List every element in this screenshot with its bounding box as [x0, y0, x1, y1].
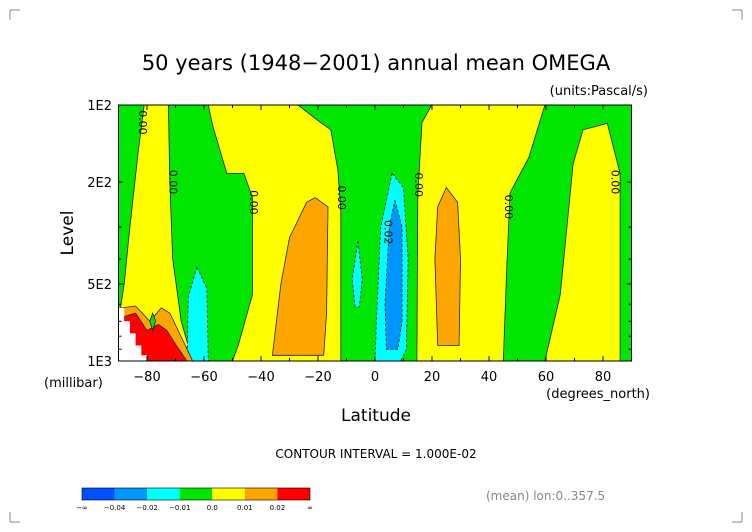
- colorbar-label: 0.0: [207, 504, 218, 512]
- x-tick-label: 0: [371, 370, 379, 385]
- y-tick-label: 1E2: [87, 99, 112, 114]
- colorbar-label: −0.01: [169, 504, 190, 512]
- colorbar-label: 0.01: [237, 504, 253, 512]
- y-axis-label: Level: [58, 211, 78, 256]
- colorbar-swatch: [179, 488, 213, 500]
- x-tick-label: −20: [304, 370, 331, 385]
- colorbar-label: ∞: [307, 504, 313, 512]
- x-units-label: (degrees_north): [546, 387, 650, 402]
- colorbar-label: 0.02: [270, 504, 286, 512]
- x-tick-label: 80: [595, 370, 612, 385]
- colorbar: −∞ −0.04 −0.02 −0.01 0.0 0.01 0.02 ∞: [76, 487, 313, 512]
- plot-area: 0.00 0.00 0.00 0.00 0.02 0.00 0.00 0.00: [118, 104, 632, 362]
- x-tick-label: 60: [538, 370, 555, 385]
- x-tick-label: −60: [190, 370, 217, 385]
- colorbar-swatch: [277, 488, 310, 500]
- contour-region-green-diamond-south-polar: [149, 311, 157, 332]
- chart-title: 50 years (1948−2001) annual mean OMEGA: [142, 51, 611, 75]
- colorbar-swatch: [82, 488, 115, 500]
- contour-region-missing-data-south-polar: [118, 307, 147, 361]
- x-axis-label: Latitude: [341, 406, 411, 426]
- y-tick-label: 1E3: [87, 355, 112, 370]
- colorbar-label: −0.04: [104, 504, 126, 512]
- contour-region-cyan-equator-small: [351, 241, 363, 308]
- x-tick-label: −80: [133, 370, 160, 385]
- colorbar-label: −∞: [76, 504, 88, 512]
- contour-regions: 0.00 0.00 0.00 0.00 0.02 0.00 0.00 0.00: [118, 105, 621, 361]
- contour-interval-text: CONTOUR INTERVAL = 1.000E-02: [275, 447, 476, 461]
- contour-label: 0.00: [167, 170, 180, 195]
- x-tick-label: 40: [481, 370, 498, 385]
- colorbar-frame: [81, 487, 311, 501]
- contour-label: 0.00: [412, 173, 425, 198]
- x-tick-labels: −80 −60 −40 −20 0 20 40 60 80: [133, 370, 611, 385]
- colorbar-swatch: [212, 488, 245, 500]
- colorbar-swatch: [114, 488, 148, 500]
- y-units-label: (millibar): [44, 376, 103, 391]
- contour-region-orange-south-subtropics: [271, 197, 329, 356]
- contour-region-cyan-south-60: [186, 266, 209, 361]
- footer-mean-lon-note: (mean) lon:0..357.5: [486, 489, 605, 503]
- y-tick-label: 5E2: [87, 278, 112, 293]
- colorbar-label: −0.02: [136, 504, 157, 512]
- page-corner-marks: [9, 9, 743, 523]
- colorbar-swatch: [244, 488, 278, 500]
- contour-label: 0.00: [502, 195, 515, 220]
- y-tick-labels: 1E2 2E2 5E2 1E3: [87, 99, 112, 370]
- colorbar-swatch: [147, 488, 180, 500]
- contour-label: 0.00: [136, 110, 149, 135]
- x-tick-label: 20: [424, 370, 441, 385]
- contour-region-blue-north-itcz: [384, 199, 403, 350]
- contour-region-yellow-band-south-polar: [118, 105, 194, 361]
- x-tick-label: −40: [247, 370, 274, 385]
- contour-region-orange-north-subtropics: [434, 186, 461, 346]
- contour-region-yellow-band-north-polar: [544, 122, 621, 361]
- y-tick-label: 2E2: [87, 176, 112, 191]
- contour-label: 0.00: [335, 185, 348, 210]
- units-label: (units:Pascal/s): [550, 84, 648, 99]
- contour-label: 0.00: [608, 170, 621, 195]
- contour-label: 0.00: [247, 190, 260, 215]
- contour-label: 0.02: [381, 220, 394, 245]
